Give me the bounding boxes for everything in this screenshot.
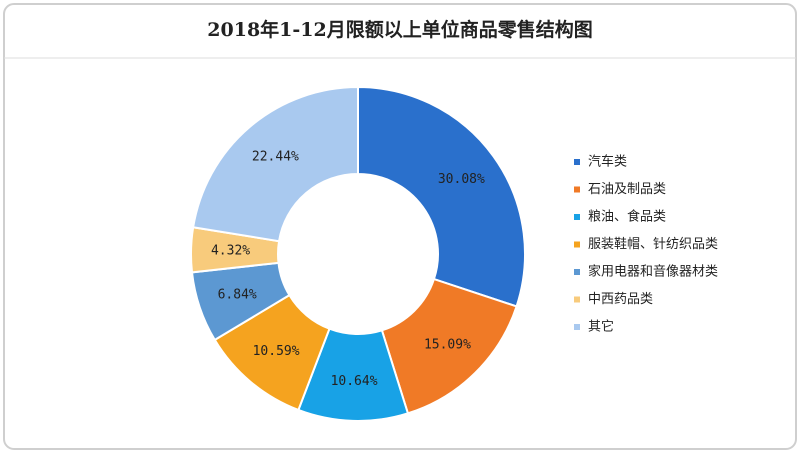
legend-label: 其它 — [588, 319, 614, 335]
legend-swatch — [574, 324, 580, 330]
legend-label: 汽车类 — [588, 154, 627, 170]
value-label: 30.08% — [438, 172, 485, 187]
legend-label: 粮油、食品类 — [588, 209, 666, 225]
donut-slice — [192, 85, 359, 243]
legend-swatch — [574, 296, 580, 303]
value-label: 10.64% — [331, 374, 378, 389]
frame — [3, 3, 797, 450]
value-label: 6.84% — [218, 287, 257, 302]
chart-title: 2018年1-12月限额以上单位商品零售结构图 — [207, 18, 592, 41]
value-label: 22.44% — [252, 149, 299, 164]
legend-swatch — [574, 269, 580, 275]
legend-label: 服装鞋帽、针纺织品类 — [588, 236, 718, 252]
legend-swatch — [574, 241, 580, 248]
legend-swatch — [574, 159, 580, 165]
legend-label: 家用电器和音像器材类 — [588, 264, 718, 280]
legend-swatch — [574, 214, 580, 220]
legend-label: 石油及制品类 — [588, 182, 666, 197]
legend-swatch — [574, 186, 580, 193]
value-label: 4.32% — [211, 243, 250, 258]
legend-label: 中西药品类 — [588, 292, 653, 307]
value-label: 15.09% — [424, 337, 471, 352]
value-label: 10.59% — [253, 344, 300, 359]
donut-slice — [357, 85, 526, 308]
